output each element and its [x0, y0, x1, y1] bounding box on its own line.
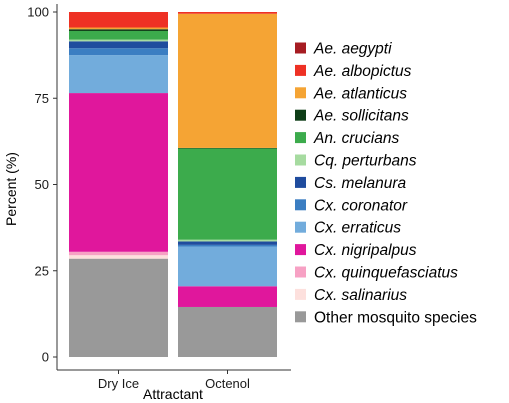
legend-label: Cx. nigripalpus	[314, 242, 417, 259]
legend-label: Cq. perturbans	[314, 153, 417, 170]
bar-segment	[178, 241, 277, 245]
y-tick-label: 25	[35, 263, 49, 278]
legend-swatch	[295, 87, 306, 99]
legend-label: Ae. aegypti	[313, 41, 392, 58]
bar-segment	[69, 27, 168, 30]
legend-label: Ae. albopictus	[313, 63, 412, 80]
legend-swatch	[295, 109, 306, 121]
legend-swatch	[295, 176, 306, 188]
legend-label: Other mosquito species	[314, 309, 477, 326]
legend-label: Cx. erraticus	[314, 220, 401, 237]
bar-segment	[178, 286, 277, 307]
legend-label: Ae. sollicitans	[313, 108, 409, 125]
bar-segment	[69, 251, 168, 256]
bar-segment	[69, 39, 168, 42]
legend-swatch	[295, 64, 306, 76]
bar-segment	[178, 148, 277, 240]
bar-segment	[178, 12, 277, 14]
x-axis-title: Attractant	[143, 386, 203, 402]
bar-segment	[178, 147, 277, 149]
legend-swatch	[295, 311, 306, 323]
y-tick-label: 50	[35, 177, 49, 192]
legend-swatch	[295, 244, 306, 256]
legend: Ae. aegypti Ae. albopictus Ae. atlanticus A…	[295, 41, 477, 326]
x-tick-label: Octenol	[205, 376, 250, 391]
bar-segment	[178, 239, 277, 242]
legend-swatch	[295, 42, 306, 54]
bar-segment	[178, 244, 277, 247]
x-ticks-group: Dry Ice Octenol	[98, 370, 250, 391]
y-ticks-group: 0 25 50 75 100	[27, 5, 57, 365]
bar-segment	[69, 12, 168, 28]
legend-swatch	[295, 288, 306, 300]
legend-label: Cs. melanura	[314, 175, 407, 192]
legend-label: Cx. salinarius	[314, 287, 407, 304]
legend-label: Ae. atlanticus	[313, 85, 407, 102]
bar-segment	[178, 246, 277, 287]
bar-segment	[69, 41, 168, 49]
legend-label: An. crucians	[313, 130, 400, 147]
bars-group	[69, 12, 277, 357]
legend-label: Cx. coronator	[314, 197, 408, 214]
y-axis-title: Percent (%)	[3, 152, 19, 226]
bar-segment	[178, 13, 277, 148]
bar-segment	[69, 255, 168, 259]
bar-segment	[69, 55, 168, 94]
y-tick-label: 75	[35, 91, 49, 106]
legend-label: Cx. quinquefasciatus	[314, 265, 458, 282]
bar-segment	[178, 306, 277, 357]
legend-swatch	[295, 221, 306, 233]
bar-segment	[69, 29, 168, 31]
bar-segment	[69, 48, 168, 56]
bar-segment	[69, 30, 168, 40]
bar-segment	[69, 258, 168, 357]
x-tick-label: Dry Ice	[98, 376, 139, 391]
y-tick-label: 100	[27, 5, 49, 20]
axes-group	[56, 4, 291, 371]
legend-swatch	[295, 199, 306, 211]
y-tick-label: 0	[42, 350, 49, 365]
legend-swatch	[295, 132, 306, 144]
legend-swatch	[295, 266, 306, 278]
bar-segment	[69, 93, 168, 252]
legend-swatch	[295, 154, 306, 166]
